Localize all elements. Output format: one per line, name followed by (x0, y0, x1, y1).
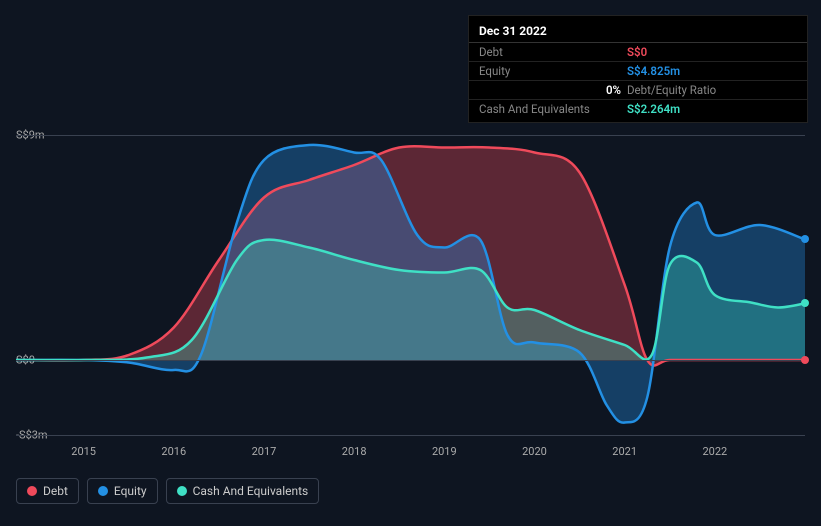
chart-tooltip: Dec 31 2022 Debt S$0 Equity S$4.825m 0% … (468, 15, 808, 123)
tooltip-row-cash: Cash And Equivalents S$2.264m (469, 100, 807, 118)
x-tick-label: 2017 (252, 445, 277, 458)
legend: Debt Equity Cash And Equivalents (16, 478, 319, 504)
legend-item-cash[interactable]: Cash And Equivalents (166, 478, 320, 504)
tooltip-label: Debt (479, 45, 627, 59)
legend-label: Debt (43, 484, 68, 498)
end-marker-equity (801, 235, 809, 243)
gridline (16, 135, 805, 136)
tooltip-label: Cash And Equivalents (479, 102, 627, 116)
legend-item-debt[interactable]: Debt (16, 478, 79, 504)
end-marker-debt (801, 356, 809, 364)
plot-region (16, 135, 805, 435)
chart-area[interactable]: S$9mS$0-S$3m (16, 125, 805, 445)
end-marker-cash-and-equivalents (801, 299, 809, 307)
tooltip-value: S$0 (627, 45, 647, 59)
x-tick-label: 2019 (432, 445, 457, 458)
legend-label: Equity (114, 484, 147, 498)
x-tick-label: 2022 (702, 445, 727, 458)
tooltip-row-equity: Equity S$4.825m (469, 62, 807, 81)
ratio-pct: 0% (479, 83, 627, 97)
tooltip-date: Dec 31 2022 (469, 20, 807, 43)
legend-swatch (27, 486, 37, 496)
x-tick-label: 2018 (342, 445, 367, 458)
x-tick-label: 2021 (612, 445, 637, 458)
legend-swatch (177, 486, 187, 496)
tooltip-value: S$2.264m (627, 102, 680, 116)
chart-svg (16, 135, 805, 435)
x-tick-label: 2020 (522, 445, 547, 458)
x-tick-label: 2015 (71, 445, 96, 458)
tooltip-row-ratio: 0% Debt/Equity Ratio (469, 81, 807, 100)
gridline (16, 435, 805, 436)
x-tick-label: 2016 (161, 445, 186, 458)
tooltip-row-debt: Debt S$0 (469, 43, 807, 62)
legend-swatch (98, 486, 108, 496)
gridline (16, 360, 805, 361)
ratio-label: Debt/Equity Ratio (627, 83, 716, 97)
legend-item-equity[interactable]: Equity (87, 478, 158, 504)
tooltip-value: S$4.825m (627, 64, 680, 78)
legend-label: Cash And Equivalents (193, 484, 309, 498)
x-axis-labels: 2015 2016 2017 2018 2019 2020 2021 2022 (16, 445, 805, 465)
tooltip-label: Equity (479, 64, 627, 78)
